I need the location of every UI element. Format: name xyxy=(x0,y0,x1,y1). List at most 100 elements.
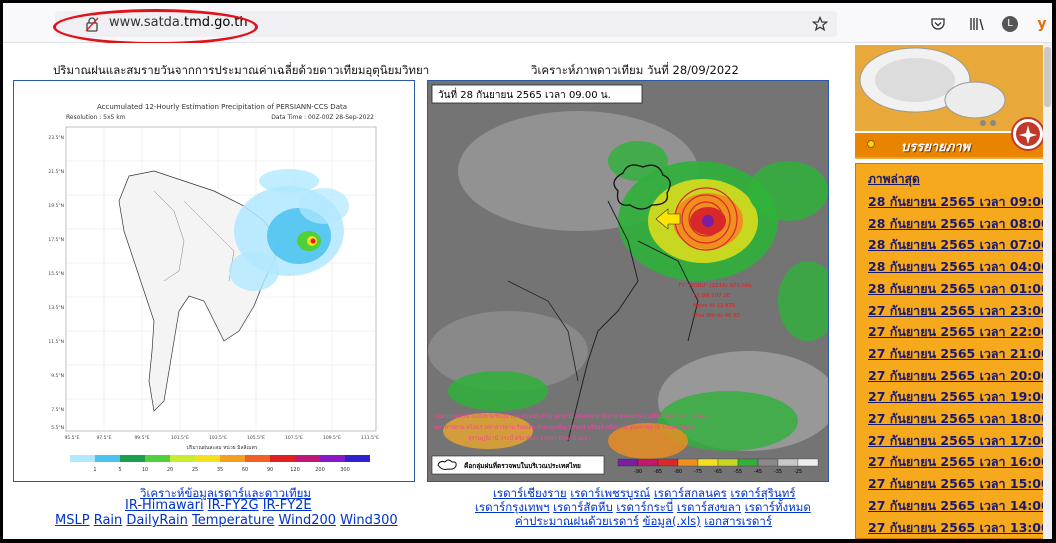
link-radar-all[interactable]: เรดาร์ทั้งหมด xyxy=(744,500,811,514)
temperature-tick: -25 xyxy=(794,469,802,475)
temperature-swatch xyxy=(617,458,639,467)
lat-tick: 9.5°N xyxy=(51,373,64,379)
colorbar-tick: 1 xyxy=(93,467,96,473)
colorbar-tick: 5 xyxy=(118,467,121,473)
storm-label-3: Move W 12 KTS xyxy=(693,303,736,309)
colorbar-swatch xyxy=(120,455,145,462)
temperature-tick: -55 xyxy=(734,469,742,475)
page-scrollbar[interactable] xyxy=(1043,43,1052,539)
link-wind300[interactable]: Wind300 xyxy=(340,513,398,528)
colorbar-swatch xyxy=(220,455,245,462)
link-ir-himawari[interactable]: IR-Himawari xyxy=(125,498,204,513)
lat-tick: 19.5°N xyxy=(48,203,64,209)
image-history-item[interactable]: 27 กันยายน 2565 เวลา 18:00 น. xyxy=(868,411,1052,426)
temperature-bar: -90 -85 -80 -75 -65 -55 -45 -35 -25 xyxy=(617,458,819,475)
rain-map-title: Accumulated 12-Hourly Estimation Precipi… xyxy=(97,103,347,111)
star-icon[interactable] xyxy=(811,15,829,33)
lon-tick: 97.5°E xyxy=(96,435,111,441)
image-history-item[interactable]: 27 กันยายน 2565 เวลา 20:00 น. xyxy=(868,367,1052,383)
storm-label-2: 15.9N 107.2E xyxy=(693,293,731,299)
link-radar-sakon[interactable]: เรดาร์สกลนคร xyxy=(653,486,727,500)
colorbar-swatch xyxy=(270,455,295,462)
colorbar-tick: 10 xyxy=(142,467,148,473)
link-daily-rain[interactable]: DailyRain xyxy=(126,513,188,528)
temperature-swatch xyxy=(657,458,679,467)
library-icon[interactable] xyxy=(968,15,986,33)
rain-map-datatime: Data Time : 00Z-00Z 28-Sep-2022 xyxy=(271,114,374,121)
analysis-text-1: กลุ่มเมฆฝนบริเวณจังหวัดชัยภูมิ เลย หนองบ… xyxy=(434,412,711,420)
temperature-tick: -90 xyxy=(634,469,642,475)
image-history-item[interactable]: 27 กันยายน 2565 เวลา 16:00 น. xyxy=(868,454,1052,470)
link-radar-chiangrai[interactable]: เรดาร์เชียงราย xyxy=(493,486,567,500)
image-history-item[interactable]: 28 กันยายน 2565 เวลา 08:00 น. xyxy=(868,215,1052,231)
image-history-list: ภาพล่าสุด 28 กันยายน 2565 เวลา 09:00 น. 2… xyxy=(855,163,1052,539)
link-rain[interactable]: Rain xyxy=(93,513,123,528)
colorbar-tick: 300 xyxy=(340,467,350,473)
link-radar-surin[interactable]: เรดาร์สุรินทร์ xyxy=(730,486,796,500)
link-data-xls[interactable]: ข้อมูล(.xls) xyxy=(642,514,701,528)
image-history-item[interactable]: 27 กันยายน 2565 เวลา 22:00 น. xyxy=(868,324,1052,340)
colorbar-swatch xyxy=(70,455,95,462)
account-icon[interactable]: L xyxy=(1001,15,1019,33)
storm-label-4: Max Winds 45 KT xyxy=(693,313,740,319)
lat-tick: 21.5°N xyxy=(48,169,64,175)
image-history-item[interactable]: 27 กันยายน 2565 เวลา 14:00 น. xyxy=(868,497,1052,513)
temperature-swatch xyxy=(777,458,799,467)
temperature-tick: -80 xyxy=(674,469,682,475)
account-avatar: L xyxy=(1002,16,1018,32)
colorbar-swatch xyxy=(95,455,120,462)
colorbar: 1 5 10 20 25 35 60 90 120 200 300 xyxy=(70,455,370,473)
image-history-item[interactable]: 28 กันยายน 2565 เวลา 01:00 น. xyxy=(868,280,1052,296)
lat-tick: 23.5°N xyxy=(48,135,64,141)
highlight-circle xyxy=(53,9,258,45)
sidebar: บรรยายภาพ ภาพล่าสุด 28 กันยายน 2565 เวลา… xyxy=(851,43,1052,539)
satellite-image: วันที่ 28 กันยายน 2565 เวลา 09.00 น. TY … xyxy=(428,81,828,481)
page-content: ปริมาณฝนและสมรายวันจากการประมาณค่าเฉลี่ย… xyxy=(3,43,1052,539)
image-history-item[interactable]: 28 กันยายน 2565 เวลา 04:00 น. xyxy=(868,259,1052,275)
rain-map-frame[interactable]: Accumulated 12-Hourly Estimation Precipi… xyxy=(13,80,415,482)
lat-tick: 17.5°N xyxy=(48,237,64,243)
link-radar-sattahip[interactable]: เรดาร์สัตหีบ xyxy=(553,500,613,514)
temperature-swatch xyxy=(717,458,739,467)
satellite-image-frame[interactable]: วันที่ 28 กันยายน 2565 เวลา 09.00 น. TY … xyxy=(427,80,829,482)
link-radar-analysis[interactable]: วิเคราะห์ข้อมูลเรดาร์และดาวเทียม xyxy=(140,486,311,500)
link-ir-fy2e[interactable]: IR-FY2E xyxy=(262,498,312,513)
bullet-icon xyxy=(867,140,875,148)
lon-tick: 107.5°E xyxy=(285,435,303,441)
latest-image-link[interactable]: ภาพล่าสุด xyxy=(868,172,920,186)
image-history-item[interactable]: 27 กันยายน 2565 เวลา 21:00 น. xyxy=(868,345,1052,361)
link-radar-bangkok[interactable]: เรดาร์กรุงเทพฯ xyxy=(475,500,550,514)
image-history-item[interactable]: 27 กันยายน 2565 เวลา 23:00 น. xyxy=(868,302,1052,318)
extension-icon[interactable]: y xyxy=(1033,15,1051,33)
analysis-text-2: มหาสารคาม ยโสธร มหาสารคาม ร้อยเอ็ด อำนาจ… xyxy=(434,423,694,431)
lon-tick: 103.5°E xyxy=(209,435,227,441)
image-history-item[interactable]: 27 กันยายน 2565 เวลา 13:00 น. xyxy=(868,519,1052,535)
link-radar-rain-estimate[interactable]: ค่าประมาณฝนด้วยเรดาร์ xyxy=(515,514,639,528)
link-wind200[interactable]: Wind200 xyxy=(278,513,337,528)
link-temperature[interactable]: Temperature xyxy=(192,513,275,528)
scrollbar-thumb[interactable] xyxy=(1044,47,1051,107)
left-links-row1: วิเคราะห์ข้อมูลเรดาร์และดาวเทียม xyxy=(140,485,311,503)
temperature-tick: -75 xyxy=(694,469,702,475)
image-history-item[interactable]: 27 กันยายน 2565 เวลา 15:00 น. xyxy=(868,476,1052,492)
image-history-item[interactable]: 28 กันยายน 2565 เวลา 07:00 น. xyxy=(868,237,1052,253)
link-ir-fy2g[interactable]: IR-FY2G xyxy=(207,498,259,513)
link-radar-docs[interactable]: เอกสารเรดาร์ xyxy=(704,514,772,528)
analysis-text-3: สุราษฎร์ธานี กระบี่ ตรัง พังงา สงขลา ปัต… xyxy=(468,434,591,442)
colorbar-tick: 25 xyxy=(192,467,198,473)
link-radar-songkhla[interactable]: เรดาร์สงขลา xyxy=(676,500,742,514)
link-radar-krabi[interactable]: เรดาร์กระบี่ xyxy=(616,500,674,514)
colorbar-swatch xyxy=(170,455,195,462)
pocket-icon[interactable] xyxy=(929,15,947,33)
link-mslp[interactable]: MSLP xyxy=(55,513,90,528)
rain-map: Accumulated 12-Hourly Estimation Precipi… xyxy=(48,103,379,473)
lat-tick: 11.5°N xyxy=(48,339,64,345)
lat-tick: 13.5°N xyxy=(48,305,64,311)
image-history-item[interactable]: 27 กันยายน 2565 เวลา 17:00 น. xyxy=(868,432,1052,448)
colorbar-tick: 90 xyxy=(267,467,273,473)
image-history-item[interactable]: 28 กันยายน 2565 เวลา 09:00 น. xyxy=(868,194,1052,209)
image-history-item[interactable]: 27 กันยายน 2565 เวลา 19:00 น. xyxy=(868,389,1052,405)
link-radar-phetchabun[interactable]: เรดาร์เพชรบูรณ์ xyxy=(570,486,651,500)
satellite-caption: วันที่ 28 กันยายน 2565 เวลา 09.00 น. xyxy=(438,87,611,101)
colorbar-swatch xyxy=(245,455,270,462)
